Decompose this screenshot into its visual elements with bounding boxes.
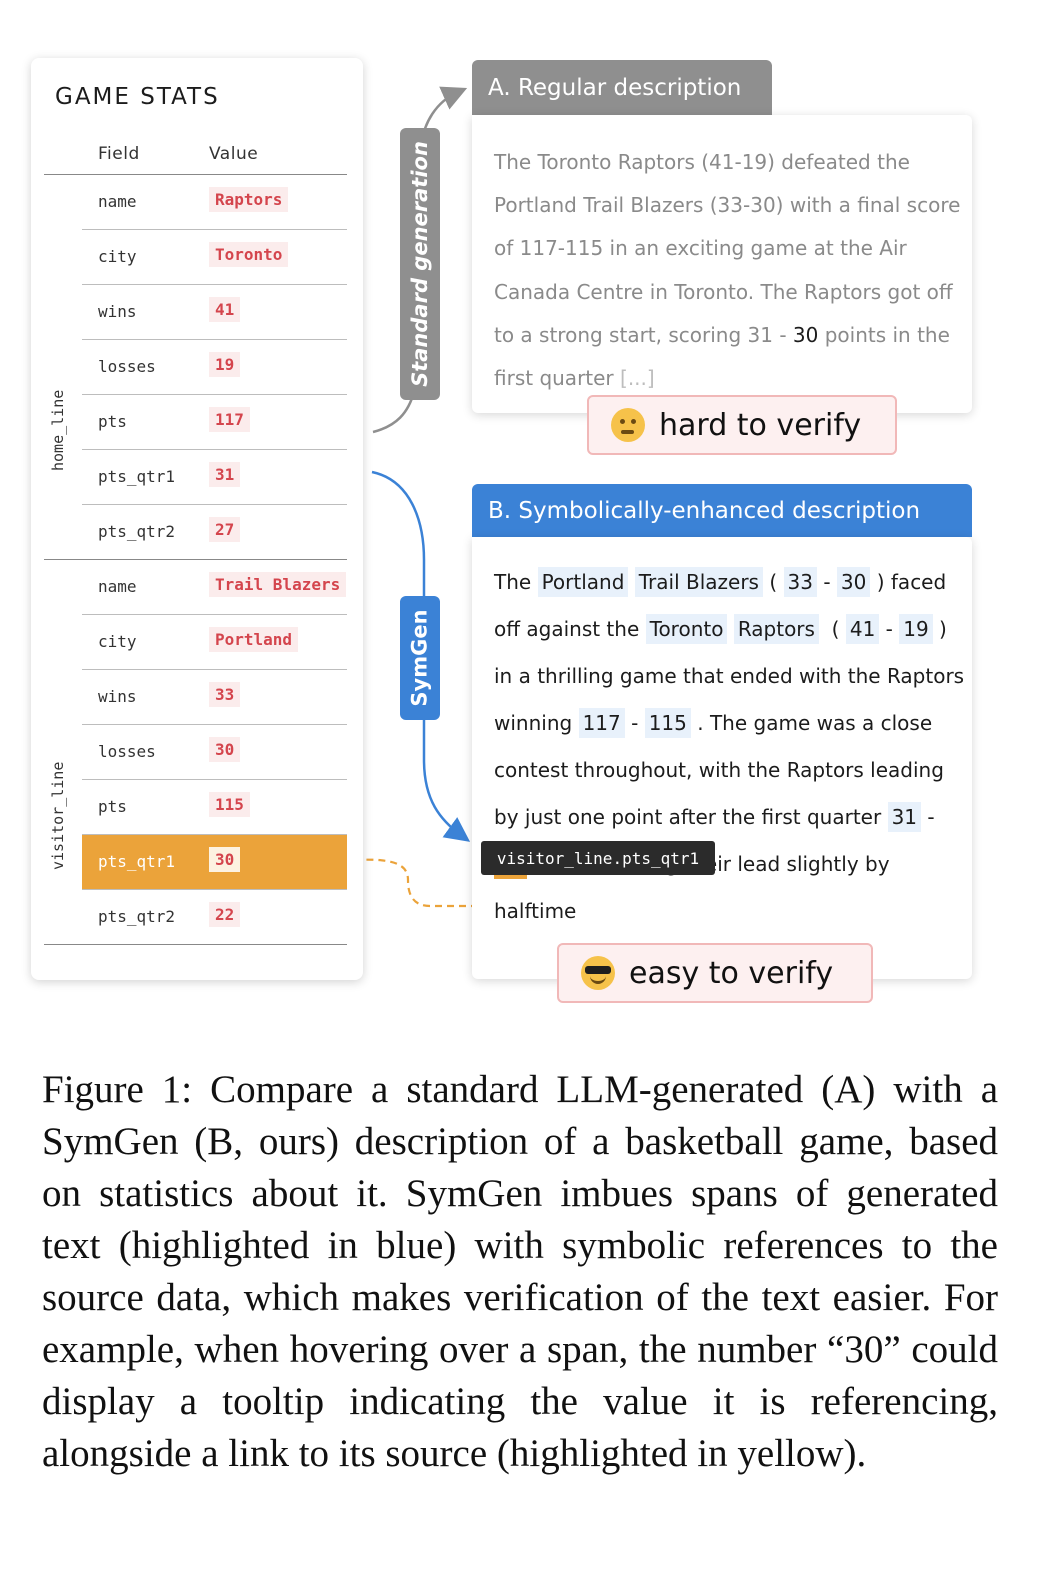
field-value: 30 (209, 737, 241, 762)
game-stats-title: GAME STATS (55, 84, 220, 110)
field-name: pts_qtr1 (98, 852, 176, 871)
field-name: name (98, 577, 137, 596)
row-divider (82, 889, 347, 890)
table-row: losses 19 (82, 340, 347, 395)
symbolic-description-card: The Portland Trail Blazers ( 33 - 30 ) f… (472, 537, 972, 979)
table-row: pts_qtr1 30 (82, 835, 347, 890)
table-row: pts_qtr1 31 (82, 450, 347, 505)
ref-span[interactable]: Toronto (645, 614, 728, 644)
field-value: 30 (209, 847, 241, 872)
ref-span[interactable]: 115 (644, 708, 691, 738)
regular-description-tab: A. Regular description (472, 60, 772, 115)
row-divider (82, 449, 347, 450)
easy-to-verify-badge: easy to verify (557, 943, 873, 1003)
field-value: 31 (209, 462, 241, 487)
ref-span[interactable]: 41 (845, 614, 880, 644)
table-row: pts_qtr2 27 (82, 505, 347, 560)
table-row: pts 115 (82, 780, 347, 835)
ref-span[interactable]: Raptors (733, 614, 819, 644)
row-divider (82, 834, 347, 835)
field-name: pts_qtr2 (98, 522, 176, 541)
field-value: Trail Blazers (209, 572, 347, 597)
field-name: losses (98, 357, 156, 376)
field-value: Toronto (209, 242, 289, 267)
row-divider (82, 229, 347, 230)
field-value: 33 (209, 682, 241, 707)
ref-span[interactable]: 30 (836, 567, 871, 597)
bold-number: 30 (792, 322, 819, 347)
field-name: wins (98, 687, 137, 706)
field-value: 22 (209, 902, 241, 927)
row-divider (82, 724, 347, 725)
field-value: Raptors (209, 187, 289, 212)
field-value: 117 (209, 407, 250, 432)
field-name: pts_qtr1 (98, 467, 176, 486)
regular-description-card: The Toronto Raptors (41-19) defeated the… (472, 115, 972, 413)
table-divider (44, 174, 347, 175)
table-row: name Raptors (82, 175, 347, 230)
table-row: pts_qtr2 22 (82, 890, 347, 945)
field-name: pts (98, 797, 127, 816)
hard-to-verify-badge: hard to verify (587, 395, 897, 455)
field-name: city (98, 632, 137, 651)
row-divider (82, 504, 347, 505)
row-divider (82, 669, 347, 670)
row-divider (82, 394, 347, 395)
figure-caption: Figure 1: Compare a standard LLM-generat… (42, 1068, 998, 1475)
symbolic-description-tab: B. Symbolically-enhanced description (472, 484, 972, 537)
source-link-arrow (355, 860, 490, 908)
symbolic-description-text: The Portland Trail Blazers ( 33 - 30 ) f… (494, 559, 970, 935)
ref-span[interactable]: 31 (887, 802, 922, 832)
field-name: name (98, 192, 137, 211)
ref-span[interactable]: 117 (578, 708, 625, 738)
value-column-header: Value (209, 144, 259, 164)
ref-span[interactable]: Portland (537, 567, 629, 597)
ref-span[interactable]: 19 (899, 614, 933, 644)
sunglasses-face-icon (581, 956, 615, 990)
table-row: pts 117 (82, 395, 347, 450)
regular-description-text: The Toronto Raptors (41-19) defeated the… (494, 150, 961, 391)
standard-generation-pill: Standard generation (400, 128, 440, 400)
table-row: losses 30 (82, 725, 347, 780)
field-value: 41 (209, 297, 241, 322)
row-divider (82, 339, 347, 340)
row-divider (44, 559, 347, 560)
field-name: pts (98, 412, 127, 431)
field-column-header: Field (98, 144, 140, 164)
visitor-line-label: visitor_line (49, 761, 67, 870)
row-divider (82, 779, 347, 780)
field-value: 19 (209, 352, 241, 377)
thinking-face-icon (611, 408, 645, 442)
game-stats-panel: GAME STATS Field Value home_line visitor… (31, 58, 363, 980)
table-row: wins 33 (82, 670, 347, 725)
field-value: 115 (209, 792, 250, 817)
field-name: wins (98, 302, 137, 321)
row-divider (44, 944, 347, 945)
field-name: pts_qtr2 (98, 907, 176, 926)
ref-span[interactable]: 33 (783, 567, 817, 597)
home-line-label: home_line (49, 389, 67, 471)
ref-span[interactable]: Trail Blazers (634, 567, 763, 597)
field-value: Portland (209, 627, 299, 652)
row-divider (82, 284, 347, 285)
row-divider (82, 614, 347, 615)
field-value: 27 (209, 517, 241, 542)
symgen-pill: SymGen (400, 596, 440, 720)
table-row: wins 41 (82, 285, 347, 340)
table-row: name Trail Blazers (82, 560, 347, 615)
field-name: city (98, 247, 137, 266)
reference-tooltip: visitor_line.pts_qtr1 (481, 841, 715, 875)
table-row: city Toronto (82, 230, 347, 285)
field-name: losses (98, 742, 156, 761)
table-row: city Portland (82, 615, 347, 670)
